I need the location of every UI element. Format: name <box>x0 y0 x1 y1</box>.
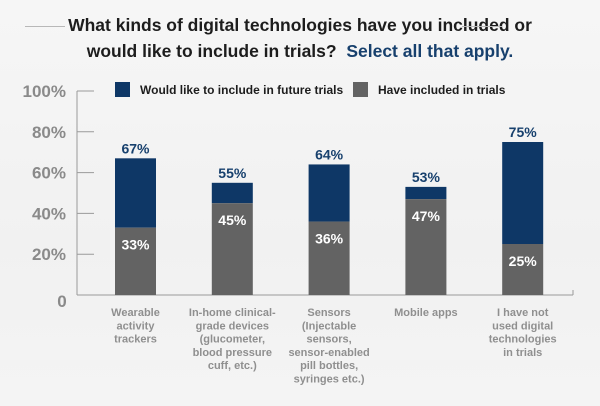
bar-segment-have-included <box>308 221 350 295</box>
x-category-label-line: I have not <box>497 307 549 319</box>
x-category-label-line: sensors, <box>306 334 351 346</box>
x-axis-labels: Wearable activity trackers In-home clinical… <box>111 307 556 386</box>
bar-segment-have-included <box>211 203 253 295</box>
bars: 67% 33% 55% 45% 64% 36% 53% 47% 75% 25% <box>115 124 544 295</box>
bar-segment-would-like <box>211 182 253 204</box>
x-category-label-line: (Injectable <box>302 320 356 332</box>
x-category-label-line: Mobile apps <box>394 307 458 319</box>
data-label-have-included: 33% <box>121 237 150 253</box>
y-tick-label: 80% <box>32 123 66 142</box>
x-category-label-line: syringes etc.) <box>294 374 365 386</box>
bar-segment-would-like <box>115 158 156 228</box>
data-label-would-like: 67% <box>121 140 150 156</box>
x-category-label: Mobile apps <box>394 307 458 319</box>
y-tick-label: 20% <box>32 245 66 264</box>
x-category-label: Wearable activity trackers <box>111 307 160 346</box>
data-label-would-like: 64% <box>315 146 344 162</box>
x-category-label: Sensors (Injectable sensors, sensor-enabled… <box>288 307 369 386</box>
title-line-2: would like to include in trials? Select … <box>0 38 600 64</box>
x-category-label-line: blood pressure <box>193 347 272 359</box>
title-rule-left <box>25 26 65 27</box>
bar-segment-would-like <box>308 164 350 222</box>
x-category-label-line: trackers <box>114 334 157 346</box>
data-label-have-included: 47% <box>412 208 441 224</box>
title-question: would like to include in trials? <box>86 41 337 61</box>
title-accent: Select all that apply. <box>346 41 514 61</box>
x-category-label-line: (glucometer, <box>200 334 265 346</box>
legend-swatch-have-included <box>353 82 368 97</box>
data-label-have-included: 45% <box>218 212 247 228</box>
data-label-would-like: 53% <box>412 169 441 185</box>
x-category-label-line: cuff, etc.) <box>208 360 257 372</box>
x-category-label-line: activity <box>117 320 156 332</box>
x-category-label-line: used digital <box>492 320 553 332</box>
y-tick-label: 0 <box>57 292 66 311</box>
legend-swatch-would-like <box>115 82 130 97</box>
x-category-label-line: technologies <box>489 334 557 346</box>
bar-segment-have-included <box>115 227 156 295</box>
x-category-label: I have not used digital technologies in tri… <box>489 307 557 359</box>
data-label-have-included: 25% <box>509 253 538 269</box>
bar-segment-have-included <box>502 244 544 295</box>
bar-segment-would-like <box>502 142 544 244</box>
chart-title: What kinds of digital technologies have … <box>0 12 600 64</box>
y-axis: 0 20% 40% 60% 80% 100% <box>23 82 574 311</box>
title-line-1: What kinds of digital technologies have … <box>68 15 532 35</box>
x-category-label-line: pill bottles, <box>300 360 358 372</box>
y-tick-label: 60% <box>32 164 66 183</box>
data-label-have-included: 36% <box>315 231 344 247</box>
x-category-label: In-home clinical-grade devices (glucomete… <box>189 307 276 372</box>
legend-label-have-included: Have included in trials <box>378 83 506 97</box>
x-category-label-line: sensor-enabled <box>288 347 369 359</box>
x-category-label-line: in trials <box>503 347 542 359</box>
data-label-would-like: 55% <box>218 165 247 181</box>
bar-segment-would-like <box>405 186 447 200</box>
title-rule-right <box>462 26 502 27</box>
legend-label-would-like: Would like to include in future trials <box>140 83 343 97</box>
x-category-label-line: Sensors <box>307 307 350 319</box>
legend: Would like to include in future trials Ha… <box>115 82 506 97</box>
y-tick-label: 40% <box>32 204 66 223</box>
bar-segment-have-included <box>405 199 447 295</box>
y-tick-label: 100% <box>23 82 66 101</box>
x-category-label-line: grade devices <box>196 320 269 332</box>
x-category-label-line: Wearable <box>111 307 160 319</box>
data-label-would-like: 75% <box>509 124 538 140</box>
x-category-label-line: In-home clinical- <box>189 307 276 319</box>
